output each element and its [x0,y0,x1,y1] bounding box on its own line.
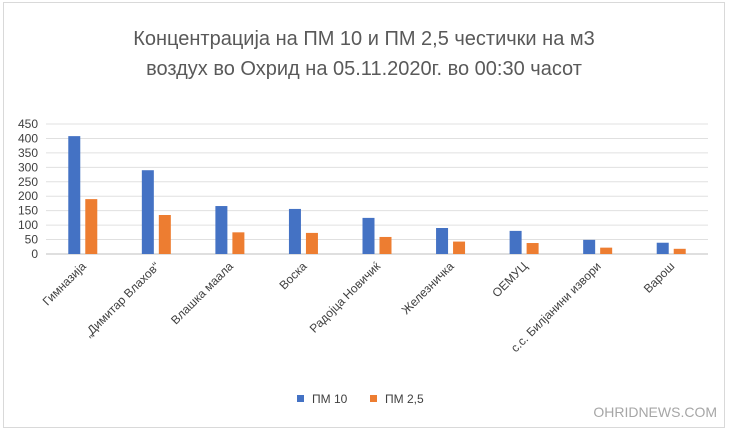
y-tick-label: 0 [31,247,38,261]
category-label: ОЕМУЦ [489,259,530,300]
legend-swatch-pm25 [370,395,377,402]
chart-title-line-1: Концентрација на ПМ 10 и ПМ 2,5 честички… [133,28,595,50]
legend-label-pm10: ПМ 10 [312,392,348,406]
y-tick-label: 100 [18,218,38,232]
bar-pm10 [583,239,596,254]
y-tick-label: 200 [18,189,38,203]
bar-pm10 [362,217,375,254]
bar-pm25 [526,243,539,254]
category-labels: Гимназија„Димитар Влахов“ Влашка маала Вос… [40,259,678,355]
bars [68,136,686,254]
category-label: Радојца Новичиќ [307,259,384,336]
gridlines [46,123,708,255]
y-tick-label: 350 [18,146,38,160]
bar-pm10 [509,230,522,254]
y-tick-label: 150 [18,204,38,218]
y-tick-label: 300 [18,160,38,174]
watermark: OHRIDNEWS.COM [593,404,717,420]
bar-pm10 [288,208,301,254]
y-tick-label: 50 [25,233,39,247]
category-label: Варош [641,259,678,296]
category-label: Железничка [399,259,457,317]
bar-pm25 [379,236,392,254]
bar-pm10 [656,242,669,254]
category-label: Воска [276,259,309,292]
chart-frame [3,2,725,428]
bar-pm10 [68,136,81,254]
bar-pm25 [85,199,98,254]
y-tick-label: 450 [18,117,38,131]
bar-pm25 [158,215,171,254]
bar-pm25 [232,232,245,254]
bar-pm25 [673,248,686,254]
bar-pm10 [436,228,449,254]
legend-label-pm25: ПМ 2,5 [385,392,424,406]
chart-title-line-2: воздух во Охрид на 05.11.2020г. во 00:30… [146,58,582,80]
category-label: „Димитар Влахов“ [82,259,163,340]
bar-pm25 [600,247,613,254]
category-label: Влашка маала [168,259,236,327]
category-label: Гимназија [40,259,89,308]
y-tick-label: 400 [18,131,38,145]
bar-pm10 [141,170,154,254]
y-tick-label: 250 [18,175,38,189]
bar-pm10 [215,206,228,254]
bar-pm25 [305,232,318,254]
bar-pm25 [453,241,466,254]
legend: ПМ 10 ПМ 2,5 [297,392,424,406]
legend-swatch-pm10 [297,395,304,402]
